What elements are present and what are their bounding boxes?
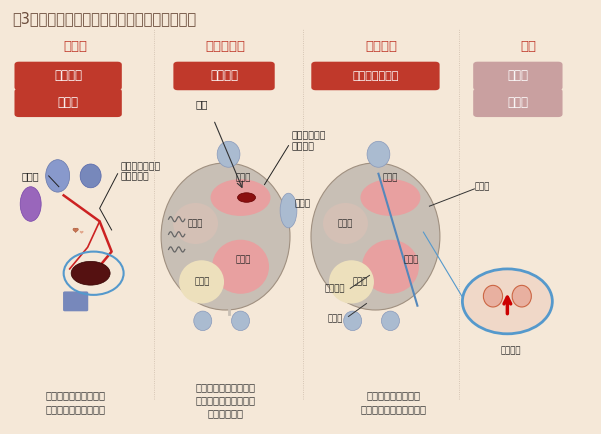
Ellipse shape (382, 311, 400, 331)
Text: 冠動脈: 冠動脈 (22, 171, 39, 181)
FancyBboxPatch shape (63, 291, 88, 311)
Ellipse shape (46, 160, 70, 192)
Ellipse shape (20, 187, 41, 221)
Text: 右心室: 右心室 (195, 277, 210, 286)
Text: 肺静脈からの
異常興奮: 肺静脈からの 異常興奮 (291, 132, 326, 151)
Ellipse shape (217, 141, 240, 167)
Ellipse shape (212, 240, 269, 294)
Polygon shape (73, 228, 78, 233)
Text: 心筋: 心筋 (520, 39, 536, 53)
Ellipse shape (80, 164, 101, 188)
Ellipse shape (231, 311, 249, 331)
FancyBboxPatch shape (473, 62, 563, 90)
Ellipse shape (210, 179, 270, 216)
FancyBboxPatch shape (473, 89, 563, 117)
Text: 左心房: 左心房 (236, 174, 251, 183)
Text: 心筋症: 心筋症 (507, 96, 528, 109)
Polygon shape (80, 231, 84, 234)
Ellipse shape (323, 203, 368, 244)
Ellipse shape (311, 163, 440, 310)
Ellipse shape (179, 260, 224, 303)
Text: 大動脈弁狭窄症: 大動脈弁狭窄症 (352, 71, 398, 81)
Text: 血液が送られず細胞が
壊死する（心筋梗塞）: 血液が送られず細胞が 壊死する（心筋梗塞） (46, 391, 106, 414)
Ellipse shape (161, 163, 290, 310)
Text: 冠動脈: 冠動脈 (64, 39, 88, 53)
Ellipse shape (361, 179, 421, 216)
Text: 右心房: 右心房 (188, 219, 203, 228)
Ellipse shape (344, 311, 362, 331)
Text: 肺静脈: 肺静脈 (294, 200, 311, 208)
Text: 右心室: 右心室 (353, 277, 368, 286)
Text: 弁・構造: 弁・構造 (365, 39, 397, 53)
Text: 心筋炎: 心筋炎 (507, 69, 528, 82)
Text: 左心室: 左心室 (404, 256, 419, 265)
Text: 血栓: 血栓 (195, 99, 208, 109)
Ellipse shape (362, 240, 419, 294)
Text: 弁が十分に開かず、
血液の流れが妨げられる: 弁が十分に開かず、 血液の流れが妨げられる (361, 391, 427, 414)
Text: 僧帽弁: 僧帽弁 (474, 182, 490, 191)
Ellipse shape (237, 193, 255, 202)
Text: 心房細動: 心房細動 (210, 69, 238, 82)
Text: 心房壁が細かく震えた
状態になり、心房内に
血栓ができる: 心房壁が細かく震えた 状態になり、心房内に 血栓ができる (195, 382, 255, 418)
Ellipse shape (367, 141, 390, 167)
FancyBboxPatch shape (14, 62, 122, 90)
Ellipse shape (173, 203, 218, 244)
FancyBboxPatch shape (173, 62, 275, 90)
Text: 三尖弁: 三尖弁 (328, 314, 343, 323)
Ellipse shape (194, 311, 212, 331)
Text: 図3　ポンプ機能に影響するパーツと主な病気: 図3 ポンプ機能に影響するパーツと主な病気 (13, 12, 197, 26)
Text: 狭心症: 狭心症 (58, 96, 79, 109)
Text: 肺動脈弁: 肺動脈弁 (325, 284, 345, 293)
Ellipse shape (329, 260, 374, 303)
FancyBboxPatch shape (311, 62, 439, 90)
Text: 血管が詰まって
いるところ: 血管が詰まって いるところ (121, 162, 161, 181)
Ellipse shape (280, 193, 297, 228)
Ellipse shape (71, 261, 110, 285)
Circle shape (462, 269, 552, 334)
Text: 大動脈弁: 大動脈弁 (500, 347, 520, 356)
Text: 右心房: 右心房 (338, 219, 353, 228)
Text: 左心室: 左心室 (236, 256, 251, 265)
Ellipse shape (512, 285, 531, 307)
Text: 左心房: 左心房 (383, 174, 398, 183)
Ellipse shape (483, 285, 502, 307)
Text: 刺激伝導系: 刺激伝導系 (206, 39, 246, 53)
Text: 心筋梗塞: 心筋梗塞 (54, 69, 82, 82)
FancyBboxPatch shape (14, 89, 122, 117)
